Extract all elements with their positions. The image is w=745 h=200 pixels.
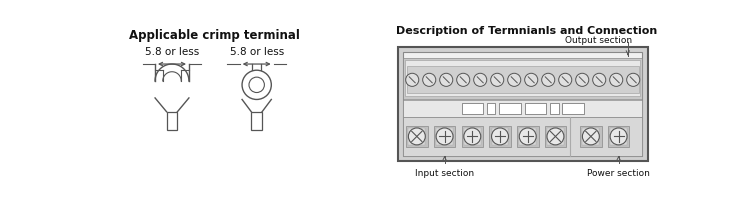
Bar: [583, 128, 599, 145]
Bar: [580, 126, 602, 147]
Bar: [461, 103, 483, 114]
Text: 5.8 or less: 5.8 or less: [229, 47, 284, 57]
Bar: [547, 128, 564, 145]
Bar: [403, 117, 642, 156]
Bar: [492, 128, 509, 145]
Circle shape: [576, 73, 589, 86]
Circle shape: [559, 73, 571, 86]
Bar: [550, 103, 559, 114]
Bar: [408, 128, 425, 145]
Circle shape: [408, 128, 425, 145]
Text: Input section: Input section: [415, 169, 474, 178]
Bar: [464, 128, 481, 145]
Bar: [403, 52, 642, 156]
Bar: [407, 66, 638, 93]
Bar: [406, 126, 428, 147]
Circle shape: [406, 73, 419, 86]
Circle shape: [492, 128, 509, 145]
Circle shape: [524, 73, 538, 86]
Bar: [251, 112, 262, 130]
Circle shape: [610, 128, 627, 145]
Bar: [517, 126, 539, 147]
Circle shape: [436, 128, 453, 145]
Bar: [562, 103, 584, 114]
Circle shape: [609, 73, 623, 86]
Circle shape: [507, 73, 521, 86]
Bar: [545, 126, 566, 147]
Circle shape: [593, 73, 606, 86]
Bar: [167, 112, 177, 130]
Bar: [519, 128, 536, 145]
Text: Description of Termnianls and Connection: Description of Termnianls and Connection: [396, 26, 657, 36]
Circle shape: [474, 73, 486, 86]
Bar: [436, 128, 453, 145]
Circle shape: [519, 128, 536, 145]
Bar: [434, 126, 455, 147]
Bar: [499, 103, 521, 114]
Bar: [405, 60, 640, 96]
Circle shape: [464, 128, 481, 145]
Circle shape: [422, 73, 436, 86]
Circle shape: [627, 73, 640, 86]
Circle shape: [542, 73, 555, 86]
Bar: [610, 128, 627, 145]
Circle shape: [457, 73, 470, 86]
Bar: [403, 58, 642, 99]
Bar: [524, 103, 546, 114]
Circle shape: [583, 128, 599, 145]
Bar: [489, 126, 511, 147]
Bar: [487, 103, 495, 114]
Text: 5.8 or less: 5.8 or less: [145, 47, 199, 57]
Text: Power section: Power section: [587, 169, 650, 178]
Bar: [403, 100, 642, 117]
Bar: [608, 126, 630, 147]
Circle shape: [547, 128, 564, 145]
Text: Output section: Output section: [565, 36, 632, 45]
Circle shape: [491, 73, 504, 86]
Circle shape: [440, 73, 453, 86]
Bar: [398, 47, 648, 161]
Text: Applicable crimp terminal: Applicable crimp terminal: [129, 29, 299, 42]
Bar: [461, 126, 483, 147]
